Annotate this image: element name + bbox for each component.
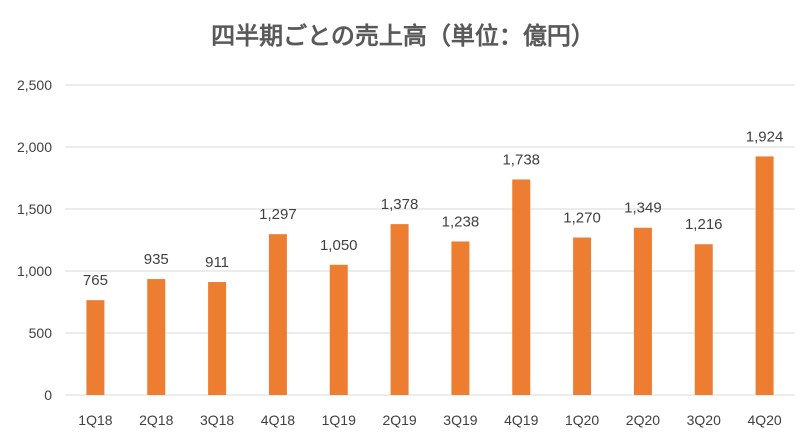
bar <box>755 156 774 395</box>
bar <box>208 282 227 395</box>
data-label: 1,924 <box>746 128 784 145</box>
y-tick-label: 500 <box>29 325 53 341</box>
data-label: 765 <box>83 272 108 289</box>
x-tick-label: 2Q18 <box>139 412 173 428</box>
data-label: 1,238 <box>442 213 480 230</box>
bar <box>390 224 409 395</box>
x-axis-ticks: 1Q18 2Q18 3Q18 4Q18 1Q19 2Q19 3Q19 4Q19 1Q20 2Q20… <box>78 412 782 428</box>
bar <box>633 227 652 395</box>
data-label: 1,349 <box>624 200 662 217</box>
data-label: 935 <box>144 251 169 268</box>
x-tick-label: 4Q20 <box>747 412 781 428</box>
bar <box>451 241 470 395</box>
y-tick-label: 0 <box>44 387 52 403</box>
x-tick-label: 4Q18 <box>261 412 295 428</box>
data-label: 1,297 <box>259 206 297 223</box>
data-label: 1,738 <box>502 151 540 168</box>
y-axis-ticks: 0 500 1,000 1,500 2,000 2,500 <box>17 77 52 403</box>
y-tick-label: 1,000 <box>17 263 52 279</box>
data-label: 1,270 <box>563 210 601 227</box>
bar <box>329 264 348 395</box>
x-tick-label: 4Q19 <box>504 412 538 428</box>
bar <box>86 300 105 395</box>
x-tick-label: 3Q20 <box>687 412 721 428</box>
y-tick-label: 2,000 <box>17 139 52 155</box>
bar <box>573 237 592 395</box>
gridlines <box>65 84 795 396</box>
y-tick-label: 2,500 <box>17 77 52 93</box>
bars <box>86 156 774 395</box>
data-label: 1,050 <box>320 237 358 254</box>
chart-title: 四半期ごとの売上高（単位：億円） <box>211 22 595 50</box>
data-labels: 765 935 911 1,297 1,050 1,378 1,238 1,738 1,270 1… <box>83 128 783 289</box>
x-tick-label: 1Q19 <box>322 412 356 428</box>
data-label: 1,216 <box>685 216 723 233</box>
x-tick-label: 3Q19 <box>443 412 477 428</box>
x-tick-label: 2Q19 <box>382 412 416 428</box>
x-tick-label: 2Q20 <box>626 412 660 428</box>
y-tick-label: 1,500 <box>17 201 52 217</box>
x-tick-label: 1Q18 <box>78 412 112 428</box>
x-tick-label: 3Q18 <box>200 412 234 428</box>
bar <box>268 234 287 395</box>
bar <box>694 244 713 395</box>
data-label: 911 <box>205 254 229 271</box>
bar <box>147 279 166 395</box>
x-tick-label: 1Q20 <box>565 412 599 428</box>
bar <box>512 179 531 395</box>
data-label: 1,378 <box>381 196 419 213</box>
